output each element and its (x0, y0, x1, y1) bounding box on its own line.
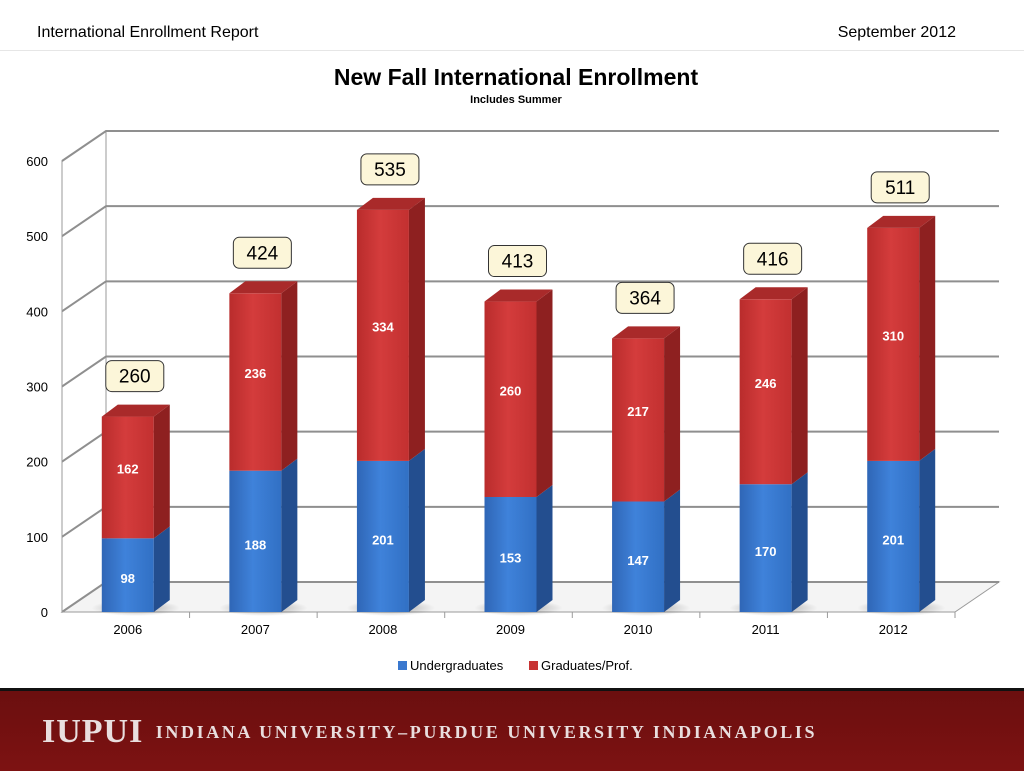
x-tick-label: 2007 (241, 622, 270, 637)
total-label: 535 (374, 160, 406, 181)
data-label: 217 (627, 404, 649, 419)
legend-label: Graduates/Prof. (541, 658, 633, 673)
data-label: 162 (117, 461, 139, 476)
total-callout (870, 171, 930, 204)
bar-side (664, 489, 681, 612)
legend-swatch (398, 661, 407, 670)
bar-side (408, 197, 425, 461)
data-label: 201 (372, 532, 394, 547)
gridline (61, 130, 999, 162)
bar-top (739, 287, 808, 300)
bar-side (408, 448, 425, 612)
x-tick-label: 2012 (879, 622, 908, 637)
bar-side (791, 287, 808, 485)
bar-graduates-2008 (356, 209, 409, 461)
x-tick-label: 2006 (113, 622, 142, 637)
chart-title: New Fall International Enrollment (334, 64, 699, 90)
bar-top (484, 289, 553, 302)
y-tick-label: 300 (26, 380, 48, 395)
logo-mark: IUPUI (42, 713, 144, 750)
bar-top (101, 404, 170, 417)
total-callout (488, 245, 547, 278)
footer-banner: IUPUI INDIANA UNIVERSITY–PURDUE UNIVERSI… (0, 688, 1024, 771)
bar-top (356, 197, 425, 210)
bar-graduates-2007 (229, 293, 282, 471)
gridline (61, 355, 999, 388)
y-tick-label: 200 (26, 455, 48, 470)
legend-swatch (529, 661, 538, 670)
gridline (61, 205, 999, 237)
enrollment-chart: New Fall International Enrollment Includ… (26, 64, 1001, 673)
total-callout (615, 281, 675, 314)
total-label: 413 (502, 252, 534, 273)
data-label: 188 (245, 537, 267, 552)
logo-text: INDIANA UNIVERSITY–PURDUE UNIVERSITY IND… (155, 722, 818, 742)
bar-graduates-2012 (867, 227, 920, 461)
total-label: 364 (629, 288, 661, 309)
bar-undergraduates-2009 (484, 496, 537, 612)
total-label: 424 (247, 243, 279, 264)
bar-top (612, 326, 681, 339)
y-tick-label: 600 (26, 154, 48, 169)
y-tick-label: 100 (26, 530, 48, 545)
bar-side (536, 289, 553, 497)
chart-labels: 2006 98 162 260 2007 188 236 424 2008 201 334 535 20… (105, 153, 930, 637)
bar-undergraduates-2006 (101, 538, 154, 612)
university-logo: IUPUI INDIANA UNIVERSITY–PURDUE UNIVERSI… (42, 713, 817, 751)
x-tick-label: 2009 (496, 622, 525, 637)
total-label: 511 (885, 178, 915, 199)
bar-graduates-2009 (484, 301, 537, 497)
y-tick-label: 0 (41, 605, 48, 620)
data-label: 170 (755, 544, 777, 559)
bar-side (536, 484, 553, 612)
bar-undergraduates-2012 (867, 460, 920, 612)
bar-side (919, 448, 936, 612)
legend-label: Undergraduates (410, 658, 504, 673)
report-title: International Enrollment Report (37, 24, 259, 41)
total-label: 260 (119, 367, 151, 388)
data-label: 147 (627, 553, 649, 568)
x-tick-label: 2008 (368, 622, 397, 637)
bar-graduates-2010 (612, 338, 665, 502)
report-header: International Enrollment Report Septembe… (0, 0, 1024, 51)
report-date: September 2012 (837, 24, 956, 41)
total-label: 416 (757, 249, 789, 270)
bar-graduates-2006 (101, 416, 154, 539)
bar-top (867, 215, 936, 228)
chart-bars (91, 197, 946, 616)
chart-subtitle: Includes Summer (470, 94, 562, 106)
data-label: 153 (500, 550, 522, 565)
chart-legend: Undergraduates Graduates/Prof. (398, 658, 633, 673)
bar-graduates-2011 (739, 299, 792, 485)
data-label: 310 (882, 328, 904, 343)
y-tick-label: 400 (26, 304, 48, 319)
bar-top (229, 281, 298, 294)
data-label: 260 (500, 383, 522, 398)
bar-side (919, 215, 936, 461)
bar-side (153, 526, 170, 612)
data-label: 236 (245, 366, 267, 381)
bar-side (664, 326, 681, 502)
bar-side (281, 281, 298, 471)
bar-undergraduates-2008 (356, 460, 409, 612)
bar-side (791, 472, 808, 612)
data-label: 201 (882, 532, 904, 547)
bar-side (153, 404, 170, 539)
data-label: 98 (121, 571, 135, 586)
bar-undergraduates-2007 (229, 470, 282, 612)
bar-undergraduates-2011 (739, 484, 792, 612)
x-tick-label: 2011 (752, 622, 780, 637)
data-label: 246 (755, 376, 777, 391)
total-callout (743, 242, 803, 275)
x-tick-label: 2010 (624, 622, 653, 637)
total-callout (105, 360, 165, 393)
gridline (61, 280, 999, 313)
data-label: 334 (372, 319, 394, 334)
total-callout (232, 236, 292, 269)
total-callout (360, 153, 420, 186)
bar-side (281, 458, 298, 612)
y-tick-label: 500 (26, 229, 48, 244)
bar-undergraduates-2010 (612, 501, 665, 612)
